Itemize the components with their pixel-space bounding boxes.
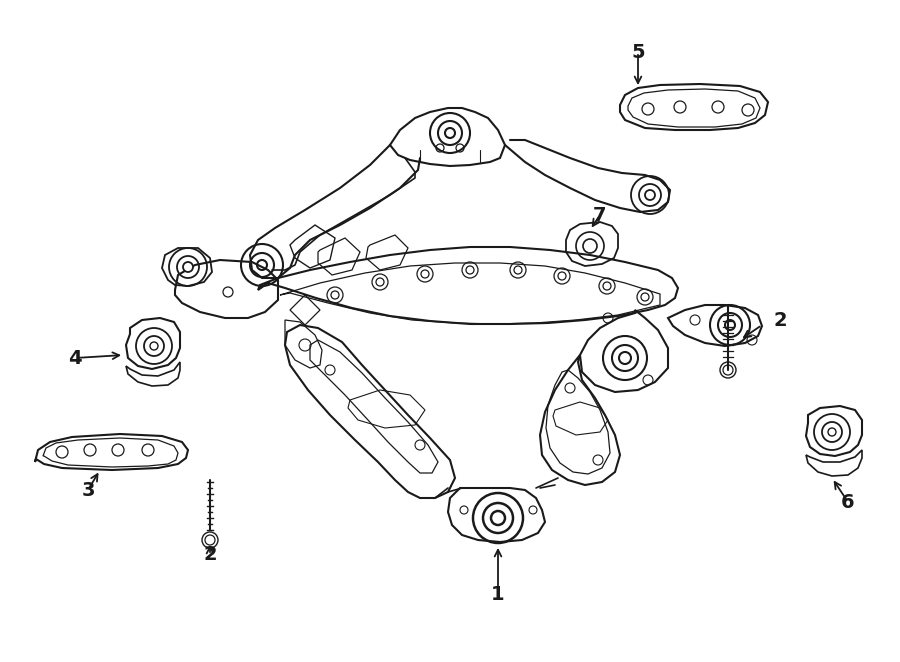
Text: 1: 1	[491, 585, 505, 604]
Circle shape	[183, 262, 193, 272]
Text: 7: 7	[593, 205, 607, 224]
Text: 5: 5	[631, 42, 644, 62]
Text: 3: 3	[81, 481, 94, 500]
Text: 2: 2	[203, 545, 217, 565]
Circle shape	[645, 190, 655, 200]
Circle shape	[257, 260, 267, 270]
Text: 4: 4	[68, 348, 82, 367]
Text: 2: 2	[773, 310, 787, 330]
Circle shape	[491, 511, 505, 525]
Text: 6: 6	[842, 493, 855, 512]
Circle shape	[725, 320, 735, 330]
Circle shape	[619, 352, 631, 364]
Circle shape	[445, 128, 455, 138]
